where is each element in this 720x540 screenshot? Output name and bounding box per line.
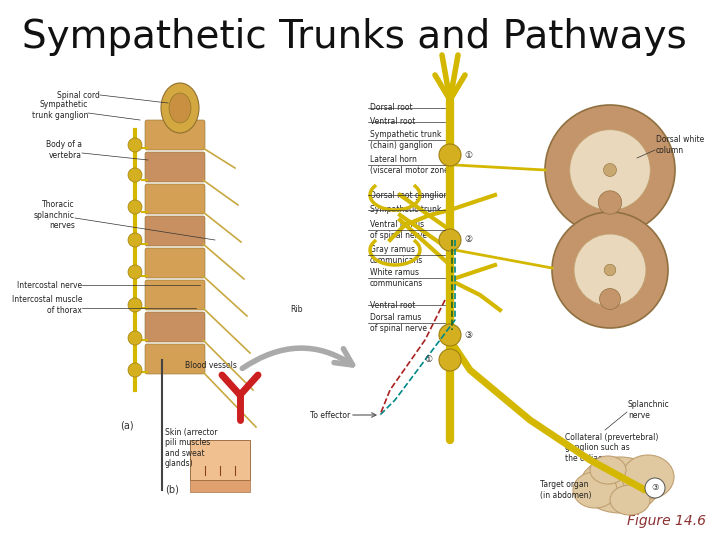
Text: Dorsal root: Dorsal root [370, 104, 413, 112]
Text: Lateral horn
(visceral motor zone): Lateral horn (visceral motor zone) [370, 156, 451, 174]
Text: ①: ① [424, 355, 432, 364]
Text: Sympathetic Trunks and Pathways: Sympathetic Trunks and Pathways [22, 18, 687, 56]
Text: Spinal cord: Spinal cord [57, 91, 100, 99]
Circle shape [604, 264, 616, 276]
Circle shape [128, 138, 142, 152]
Ellipse shape [573, 472, 617, 508]
Circle shape [128, 363, 142, 377]
Ellipse shape [580, 457, 660, 513]
Text: Intercostal nerve: Intercostal nerve [17, 280, 82, 289]
Text: (b): (b) [165, 485, 179, 495]
Circle shape [552, 212, 668, 328]
Text: ③: ③ [652, 483, 659, 492]
Text: Body of a
vertebra: Body of a vertebra [46, 140, 82, 159]
Text: ②: ② [464, 235, 472, 245]
FancyBboxPatch shape [145, 120, 205, 150]
Text: Collateral (prevertebral)
ganglion such as
the celiac: Collateral (prevertebral) ganglion such … [565, 434, 658, 463]
Text: ③: ③ [464, 330, 472, 340]
Text: Gray ramus
communicans: Gray ramus communicans [370, 246, 423, 265]
Text: (a): (a) [120, 420, 134, 430]
Text: Sympathetic trunk
(chain) ganglion: Sympathetic trunk (chain) ganglion [370, 131, 441, 150]
FancyBboxPatch shape [145, 216, 205, 246]
Circle shape [439, 229, 461, 251]
Text: Dorsal ramus
of spinal nerve: Dorsal ramus of spinal nerve [370, 314, 427, 333]
Text: Dorsal root ganglion: Dorsal root ganglion [370, 191, 449, 199]
Circle shape [603, 164, 616, 177]
Circle shape [439, 324, 461, 346]
Text: Intercostal muscle
of thorax: Intercostal muscle of thorax [12, 295, 82, 314]
Text: Sympathetic
trunk ganglion: Sympathetic trunk ganglion [32, 100, 88, 119]
Ellipse shape [161, 83, 199, 133]
Text: Rib: Rib [290, 306, 302, 314]
FancyBboxPatch shape [145, 344, 205, 374]
FancyBboxPatch shape [145, 280, 205, 310]
Circle shape [600, 288, 621, 309]
FancyBboxPatch shape [145, 312, 205, 342]
Ellipse shape [610, 485, 650, 515]
Circle shape [128, 233, 142, 247]
FancyBboxPatch shape [145, 184, 205, 214]
Circle shape [128, 200, 142, 214]
Ellipse shape [169, 93, 191, 123]
Text: White ramus
communicans: White ramus communicans [370, 268, 423, 287]
Circle shape [598, 191, 621, 214]
Ellipse shape [590, 456, 626, 484]
Ellipse shape [622, 455, 674, 499]
Circle shape [128, 168, 142, 182]
Circle shape [545, 105, 675, 235]
Circle shape [439, 349, 461, 371]
Circle shape [570, 130, 650, 210]
Text: Figure 14.6: Figure 14.6 [627, 514, 706, 528]
Circle shape [128, 265, 142, 279]
Text: Splanchnic
nerve: Splanchnic nerve [628, 401, 670, 420]
Text: Target organ
(in abdomen): Target organ (in abdomen) [540, 481, 592, 500]
FancyBboxPatch shape [190, 480, 250, 492]
Circle shape [645, 478, 665, 498]
Circle shape [128, 298, 142, 312]
FancyBboxPatch shape [190, 440, 250, 480]
Text: To effector: To effector [310, 410, 350, 420]
Text: Ventral root: Ventral root [370, 118, 415, 126]
Text: Dorsal white
column: Dorsal white column [656, 136, 704, 154]
Text: ①: ① [464, 151, 472, 159]
FancyBboxPatch shape [145, 152, 205, 182]
Circle shape [128, 331, 142, 345]
Text: Skin (arrector
pili muscles
and sweat
glands): Skin (arrector pili muscles and sweat gl… [165, 428, 217, 468]
Text: Sympathetic trunk: Sympathetic trunk [370, 206, 441, 214]
Circle shape [574, 234, 646, 306]
Text: Blood vessels: Blood vessels [185, 361, 237, 369]
Text: Ventral root: Ventral root [370, 300, 415, 309]
Circle shape [439, 144, 461, 166]
Text: Ventral ramus
of spinal nerve: Ventral ramus of spinal nerve [370, 220, 427, 240]
Text: Thoracic
splanchnic
nerves: Thoracic splanchnic nerves [34, 200, 75, 230]
FancyBboxPatch shape [145, 248, 205, 278]
